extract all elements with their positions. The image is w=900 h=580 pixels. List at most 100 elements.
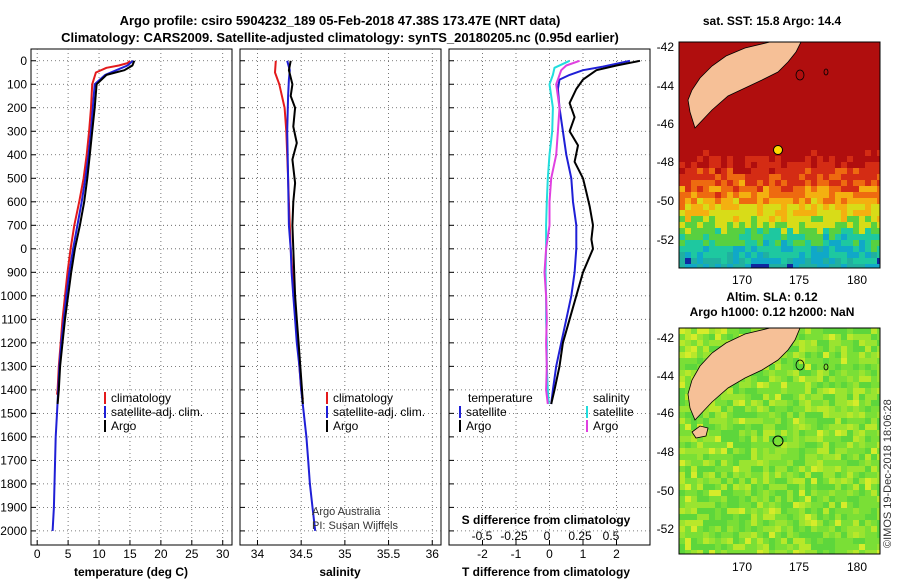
sla-cell <box>781 400 787 406</box>
sst-cell <box>763 234 769 240</box>
sla-cell <box>709 430 715 436</box>
sla-cell <box>679 418 685 424</box>
difference-xlabel: T difference from climatology <box>462 565 630 579</box>
sst-cell <box>685 198 691 204</box>
sst-cell <box>865 252 871 258</box>
sla-cell <box>835 466 841 472</box>
sst-cell <box>811 252 817 258</box>
sla-cell <box>835 346 841 352</box>
sst-cell <box>781 162 787 168</box>
sla-cell <box>763 400 769 406</box>
sla-cell <box>685 328 691 334</box>
sla-cell <box>799 484 805 490</box>
sst-cell <box>841 222 847 228</box>
sst-cell <box>691 54 697 60</box>
sla-cell <box>817 436 823 442</box>
sst-cell <box>721 210 727 216</box>
sla-cell <box>835 472 841 478</box>
sst-cell <box>715 150 721 156</box>
sst-cell <box>859 210 865 216</box>
sla-cell <box>847 550 853 554</box>
legend-t-argo-label: Argo <box>466 419 492 433</box>
sst-cell <box>859 72 865 78</box>
sla-cell <box>757 388 763 394</box>
sla-cell <box>769 430 775 436</box>
sst-cell <box>739 192 745 198</box>
sla-cell <box>781 382 787 388</box>
sla-cell <box>817 448 823 454</box>
sla-cell <box>775 538 781 544</box>
sla-cell <box>775 532 781 538</box>
sst-cell <box>799 228 805 234</box>
sst-cell <box>763 156 769 162</box>
sla-cell <box>685 478 691 484</box>
sla-cell <box>853 550 859 554</box>
sla-cell <box>799 430 805 436</box>
sst-cell <box>835 234 841 240</box>
sst-cell <box>703 258 709 264</box>
sla-cell <box>733 400 739 406</box>
sla-cell <box>679 364 685 370</box>
sla-cell <box>697 358 703 364</box>
sla-cell <box>805 490 811 496</box>
sst-cell <box>715 246 721 252</box>
sst-cell <box>709 150 715 156</box>
sla-cell <box>697 340 703 346</box>
sst-cell <box>715 48 721 54</box>
sst-cell <box>877 162 880 168</box>
sst-cell <box>769 252 775 258</box>
sla-cell <box>793 508 799 514</box>
sst-cell <box>835 72 841 78</box>
sla-cell <box>799 382 805 388</box>
sla-cell <box>859 526 865 532</box>
sst-cell <box>727 228 733 234</box>
sla-cell <box>841 544 847 550</box>
sla-cell <box>679 328 685 334</box>
legend-climatology-label: climatology <box>333 391 393 405</box>
depth-tick-label: 1600 <box>0 430 27 444</box>
sla-cell <box>781 532 787 538</box>
sla-cell <box>823 544 829 550</box>
sla-cell <box>859 448 865 454</box>
sst-cell <box>817 246 823 252</box>
sla-cell <box>853 370 859 376</box>
sst-cell <box>763 186 769 192</box>
sst-cell <box>715 162 721 168</box>
sla-cell <box>865 532 871 538</box>
sst-cell <box>757 228 763 234</box>
sst-cell <box>691 222 697 228</box>
sst-cell <box>817 102 823 108</box>
sla-cell <box>715 406 721 412</box>
sst-cell <box>877 264 880 268</box>
sla-cell <box>817 532 823 538</box>
sst-cell <box>877 126 880 132</box>
sst-cell <box>841 78 847 84</box>
sla-cell <box>745 490 751 496</box>
sst-cell <box>805 174 811 180</box>
sla-cell <box>787 514 793 520</box>
sst-cell <box>763 120 769 126</box>
sst-cell <box>811 216 817 222</box>
sst-cell <box>847 54 853 60</box>
sst-cell <box>763 228 769 234</box>
sst-cell <box>799 186 805 192</box>
sst-cell <box>829 228 835 234</box>
sst-cell <box>865 42 871 48</box>
sla-cell <box>793 352 799 358</box>
sst-cell <box>727 222 733 228</box>
sla-cell <box>757 526 763 532</box>
sst-cell <box>787 114 793 120</box>
sst-cell <box>871 228 877 234</box>
sst-cell <box>835 216 841 222</box>
sla-cell <box>739 472 745 478</box>
sla-cell <box>859 412 865 418</box>
sst-cell <box>817 66 823 72</box>
sla-cell <box>727 442 733 448</box>
sla-cell <box>865 376 871 382</box>
sst-cell <box>739 258 745 264</box>
sla-cell <box>823 478 829 484</box>
sla-cell <box>811 436 817 442</box>
sla-cell <box>691 466 697 472</box>
sst-cell <box>847 42 853 48</box>
sst-cell <box>865 48 871 54</box>
